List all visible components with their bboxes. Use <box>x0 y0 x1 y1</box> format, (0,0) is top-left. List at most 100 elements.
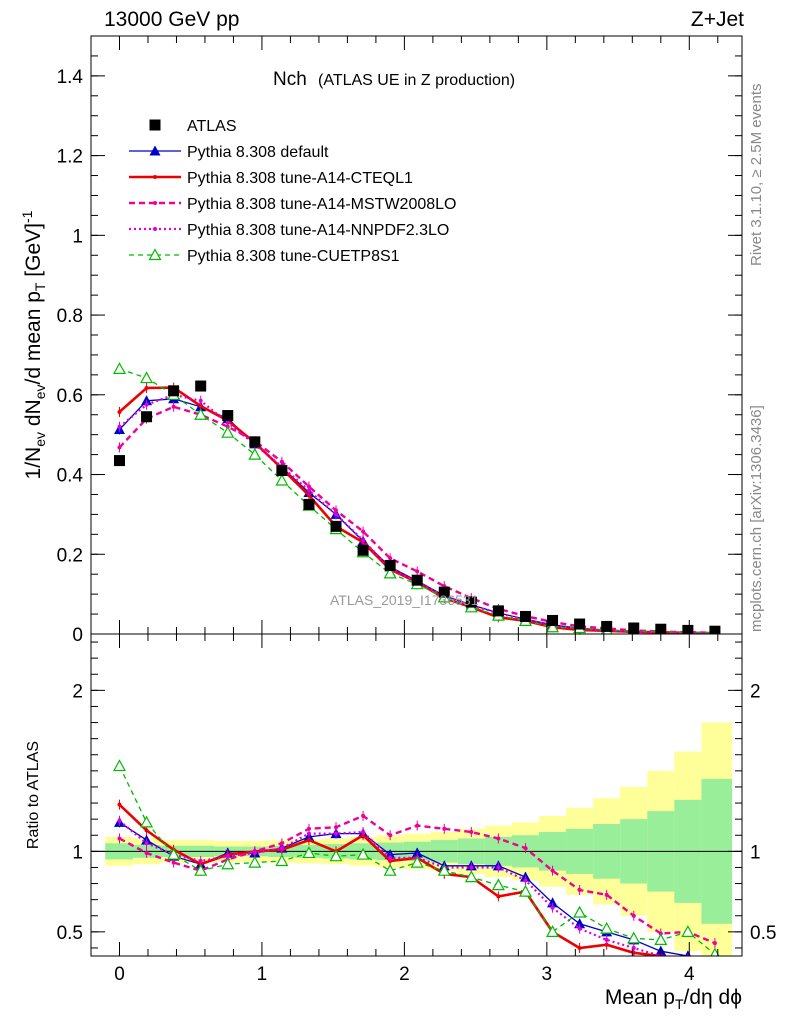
ratio-cuetp8s1-point <box>167 847 181 860</box>
main-nnpdf-point <box>198 398 203 403</box>
main-nnpdf-point <box>361 538 366 543</box>
ratio-y-tick-label: 0.5 <box>57 923 83 944</box>
ratio-cteql1-point <box>496 894 501 899</box>
x-tick-label: 4 <box>684 964 695 985</box>
x-tick-label: 2 <box>399 964 410 985</box>
ratio-cuetp8s1-point <box>681 925 695 937</box>
header-left: 13000 GeV pp <box>104 8 240 31</box>
ratio-panel-frame <box>90 633 743 957</box>
ratio-cteql1-point <box>117 802 122 807</box>
ratio-y-tick-label: 1 <box>72 842 83 863</box>
ratio-cteql1-point <box>144 828 149 833</box>
ratio-cuetp8s1-point <box>356 847 370 860</box>
y-tick-label: 0 <box>72 625 83 646</box>
main-atlas-point <box>357 544 369 556</box>
mcplots-label: mcplots.cern.ch [arXiv:1306.3436] <box>748 405 765 632</box>
ratio-mstw-point <box>388 833 393 838</box>
legend-label: Pythia 8.308 tune-A14-CTEQL1 <box>187 170 413 187</box>
ratio-cteql1-point <box>577 945 582 950</box>
main-atlas-point <box>601 620 613 632</box>
y-tick-label: 0.2 <box>57 545 83 566</box>
legend: ATLAS Pythia 8.308 default Pythia 8.308 tu… <box>129 118 456 265</box>
legend-label: Pythia 8.308 tune-A14-MSTW2008LO <box>187 196 456 213</box>
ratio-default-point <box>411 847 423 858</box>
ratio-nnpdf-point <box>550 905 555 910</box>
main-mstw-point <box>361 529 366 534</box>
main-atlas-point <box>411 574 423 586</box>
ratio-nnpdf-point <box>306 831 311 836</box>
ratio-cuetp8s1-point <box>383 863 397 876</box>
legend-marker-nnpdf <box>153 227 157 231</box>
y-tick-label: 1.4 <box>57 67 84 88</box>
main-atlas-point <box>709 625 721 634</box>
ratio-nnpdf-point <box>334 831 339 836</box>
ratio-mstw-point <box>550 868 555 873</box>
y-tick-label: 0.8 <box>57 306 83 327</box>
main-atlas-point <box>384 559 396 571</box>
ratio-cuetp8s1-point <box>518 884 532 897</box>
ratio-cuetp8s1-point <box>194 863 208 876</box>
ratio-nnpdf-point <box>117 818 122 823</box>
main-mstw-point <box>171 404 176 409</box>
y-tick-label: 0.6 <box>57 386 83 407</box>
ratio-nnpdf-point <box>604 937 609 942</box>
main-mstw-point <box>388 556 393 561</box>
ratio-mstw-point <box>631 913 636 918</box>
ratio-nnpdf-point <box>225 854 230 859</box>
main-atlas-point <box>222 410 234 422</box>
main-nnpdf-point <box>334 512 339 517</box>
ratio-cuetp8s1-point <box>275 854 289 867</box>
ratio-nnpdf-line <box>118 819 671 956</box>
main-cuetp8s1-point <box>275 473 289 486</box>
main-atlas-point <box>574 618 586 630</box>
rivet-label: Rivet 3.1.10, ≥ 2.5M events <box>748 83 765 267</box>
main-cuetp8s1-point <box>194 407 208 420</box>
ratio-cuetp8s1-point <box>248 855 262 868</box>
main-cuetp8s1-point <box>112 362 127 374</box>
ratio-y-tick-label-right: 0.5 <box>750 923 776 944</box>
header-right: Z+Jet <box>690 8 744 31</box>
main-atlas-point <box>682 624 694 634</box>
ratio-cuetp8s1-point <box>302 846 316 859</box>
ratio-mstw-point <box>334 825 339 830</box>
svg-text:Ratio to ATLAS: Ratio to ATLAS <box>25 741 42 849</box>
x-tick-label: 3 <box>542 964 553 985</box>
ratio-mstw-point <box>469 830 474 835</box>
ratio-cuetp8s1-point <box>600 921 614 934</box>
y-tick-label: 0.4 <box>57 466 84 487</box>
main-atlas-point <box>303 498 315 510</box>
ratio-cuetp8s1-point <box>410 855 424 868</box>
ratio-nnpdf-point <box>523 878 528 883</box>
legend-marker-default <box>149 145 161 156</box>
legend-marker-mstw <box>153 201 157 205</box>
ratio-cuetp8s1-point <box>140 815 154 828</box>
main-atlas-point <box>276 465 288 477</box>
main-atlas-point <box>113 455 125 467</box>
main-cteql1-point <box>117 409 122 414</box>
main-mstw-point <box>117 445 122 450</box>
ratio-nnpdf-point <box>469 865 474 870</box>
ratio-mstw-point <box>171 860 176 865</box>
main-atlas-point <box>465 596 477 608</box>
watermark: ATLAS_2019_I1736531 <box>330 592 479 608</box>
ratio-cteql1-point <box>306 838 311 843</box>
main-nnpdf-point <box>117 424 122 429</box>
ratio-cuetp8s1-point <box>654 933 668 945</box>
main-nnpdf-point <box>306 488 311 493</box>
ratio-cuetp8s1-point <box>437 863 451 876</box>
main-subtitle: (ATLAS UE in Z production) <box>318 72 515 89</box>
ratio-y-axis-label: Ratio to ATLAS <box>25 741 42 849</box>
svg-text:1/Nev dNev/d mean pT [GeV]-1: 1/Nev dNev/d mean pT [GeV]-1 <box>19 210 48 479</box>
main-cteql1-point <box>198 403 203 408</box>
ratio-mstw-point <box>496 836 501 841</box>
y-axis-label: 1/Nev dNev/d mean pT [GeV]-1 <box>19 210 48 479</box>
ratio-cuetp8s1-point <box>546 925 560 937</box>
main-cuetp8s1-point <box>546 620 560 633</box>
main-nnpdf-point <box>144 402 149 407</box>
legend-label: ATLAS <box>187 118 237 135</box>
ratio-mstw-point <box>144 850 149 855</box>
legend-label: Pythia 8.308 tune-CUETP8S1 <box>187 248 400 265</box>
ratio-mstw-point <box>604 892 609 897</box>
main-mstw-line <box>118 405 715 634</box>
